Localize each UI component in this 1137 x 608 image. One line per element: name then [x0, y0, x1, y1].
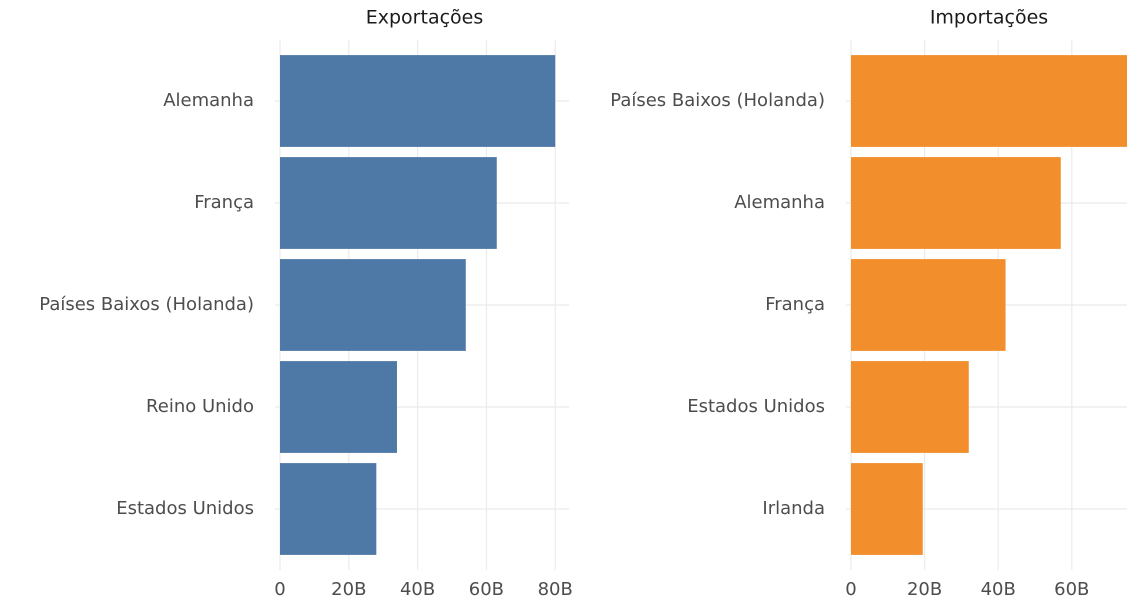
bar: [280, 157, 497, 249]
bar: [280, 259, 466, 351]
x-tick-label: 0: [845, 579, 856, 600]
x-tick-label: 60B: [1054, 579, 1089, 600]
y-tick-label: Estados Unidos: [116, 498, 254, 519]
x-tick-label: 40B: [400, 579, 435, 600]
bar: [280, 361, 397, 453]
x-tick-label: 60B: [469, 579, 504, 600]
bar: [851, 259, 1006, 351]
x-tick-label: 80B: [538, 579, 573, 600]
bar: [280, 463, 377, 555]
y-tick-label: Países Baixos (Holanda): [39, 294, 254, 315]
x-tick-label: 20B: [907, 579, 942, 600]
bar: [851, 157, 1061, 249]
y-tick-label: Alemanha: [163, 90, 254, 111]
chart-title: Exportações: [366, 7, 484, 29]
y-tick-label: França: [194, 192, 254, 213]
x-tick-label: 0: [274, 579, 285, 600]
bar: [851, 55, 1127, 147]
bar: [851, 361, 969, 453]
y-tick-label: França: [765, 294, 825, 315]
chart-title: Importações: [930, 7, 1048, 29]
x-tick-label: 20B: [331, 579, 366, 600]
y-tick-label: Países Baixos (Holanda): [610, 90, 825, 111]
y-tick-label: Alemanha: [734, 192, 825, 213]
y-tick-label: Irlanda: [762, 498, 825, 519]
x-tick-label: 40B: [981, 579, 1016, 600]
y-tick-label: Reino Unido: [146, 396, 254, 417]
y-tick-label: Estados Unidos: [687, 396, 825, 417]
bar: [851, 463, 923, 555]
bar: [280, 55, 556, 147]
